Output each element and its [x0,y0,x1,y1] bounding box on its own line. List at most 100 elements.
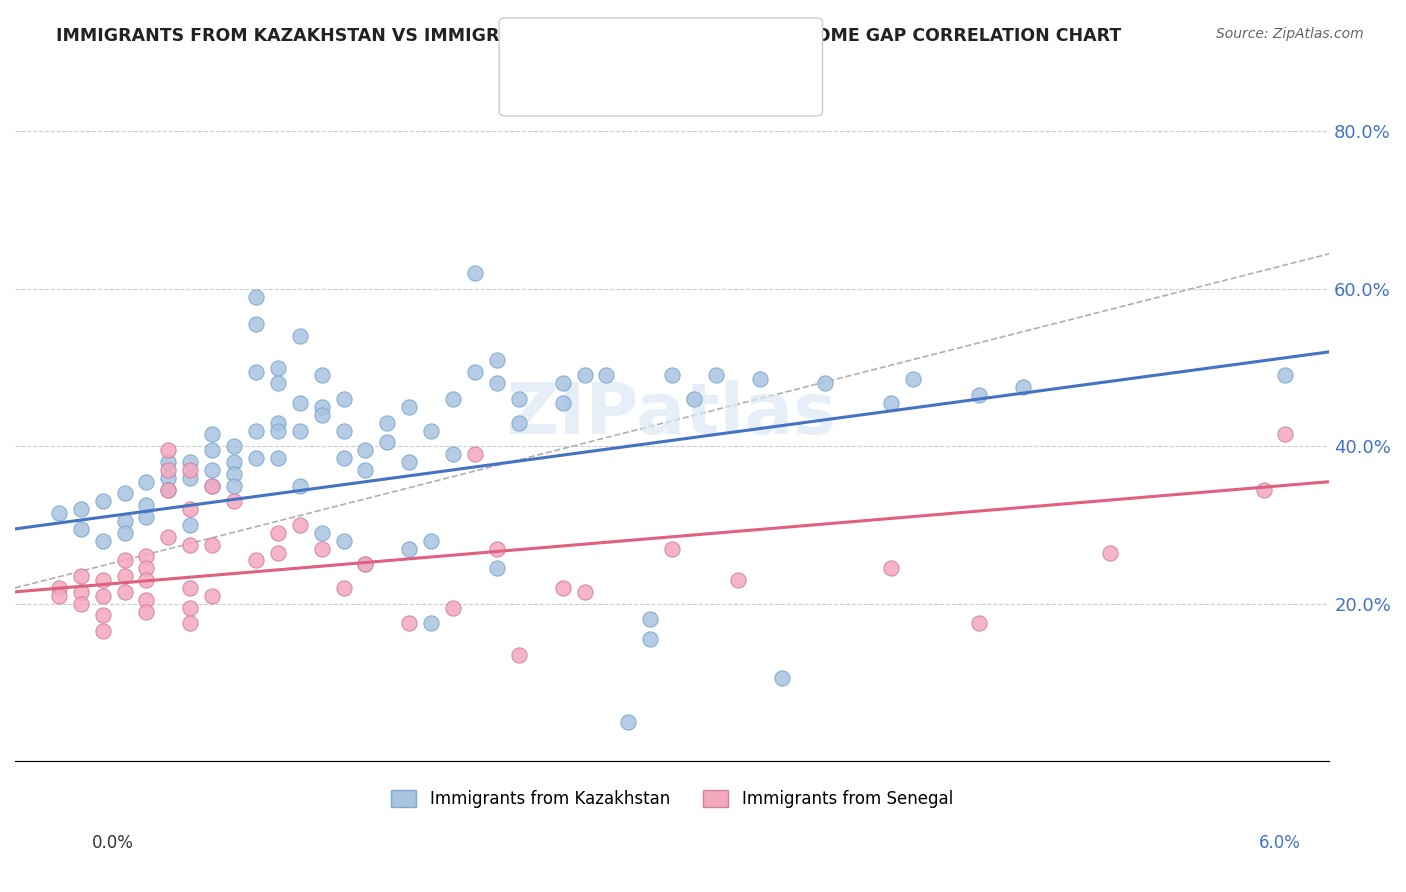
Point [69,585,91,599]
Point [201,589,224,603]
Point [245,364,267,378]
Point [135,510,157,524]
Point [1274,368,1296,383]
Text: 0.0%: 0.0% [91,834,134,852]
Point [245,318,267,332]
Point [267,360,290,375]
Point [420,533,443,548]
Point [727,573,749,587]
Point [267,451,290,466]
Point [135,605,157,619]
Point [398,400,420,414]
Point [179,581,201,595]
Text: IMMIGRANTS FROM KAZAKHSTAN VS IMMIGRANTS FROM SENEGAL WAGE/INCOME GAP CORRELATIO: IMMIGRANTS FROM KAZAKHSTAN VS IMMIGRANTS… [56,27,1122,45]
Point [354,463,377,477]
Point [551,376,574,391]
Point [485,352,508,367]
Point [179,616,201,631]
Point [595,368,617,383]
Point [638,612,661,626]
Point [114,525,136,540]
Point [683,392,706,406]
Point [267,545,290,559]
Point [311,400,333,414]
Point [748,372,770,386]
Point [508,416,530,430]
Point [179,518,201,533]
Point [157,483,180,497]
Point [201,478,224,492]
Point [179,600,201,615]
Point [574,368,596,383]
Point [245,451,267,466]
Point [201,463,224,477]
Point [551,581,574,595]
Point [91,624,114,639]
Point [354,558,377,572]
Point [398,455,420,469]
Point [201,478,224,492]
Point [311,368,333,383]
Point [288,329,311,343]
Point [69,522,91,536]
Point [967,388,990,402]
Point [377,416,399,430]
Point [398,541,420,556]
Text: 6.0%: 6.0% [1258,834,1301,852]
Point [661,368,683,383]
Point [179,471,201,485]
Point [288,396,311,410]
Point [332,424,354,438]
Point [508,648,530,662]
Text: R =: R = [562,40,599,58]
Point [91,608,114,623]
Point [179,502,201,516]
Point [311,541,333,556]
Point [69,502,91,516]
Point [69,597,91,611]
Point [267,525,290,540]
Point [48,506,70,520]
Point [332,581,354,595]
Point [91,533,114,548]
Point [114,553,136,567]
Point [967,616,990,631]
Point [288,478,311,492]
Point [135,573,157,587]
Point [222,439,245,453]
Point [179,463,201,477]
Point [157,530,180,544]
Text: 85: 85 [672,40,695,58]
Point [485,541,508,556]
Point [91,573,114,587]
Point [420,616,443,631]
Point [48,589,70,603]
Point [1274,427,1296,442]
Point [135,561,157,575]
Point [485,376,508,391]
Point [201,538,224,552]
Point [91,589,114,603]
Point [420,424,443,438]
Point [114,486,136,500]
Point [267,376,290,391]
Point [441,392,464,406]
Point [377,435,399,450]
Point [288,424,311,438]
Point [201,427,224,442]
Point [245,553,267,567]
Point [288,518,311,533]
Point [464,266,486,280]
Point [704,368,727,383]
Point [485,561,508,575]
Point [48,581,70,595]
Point [551,396,574,410]
Point [1253,483,1275,497]
Point [638,632,661,646]
Point [245,290,267,304]
Text: Source: ZipAtlas.com: Source: ZipAtlas.com [1216,27,1364,41]
Point [770,672,793,686]
Point [311,525,333,540]
Point [332,451,354,466]
Point [157,455,180,469]
